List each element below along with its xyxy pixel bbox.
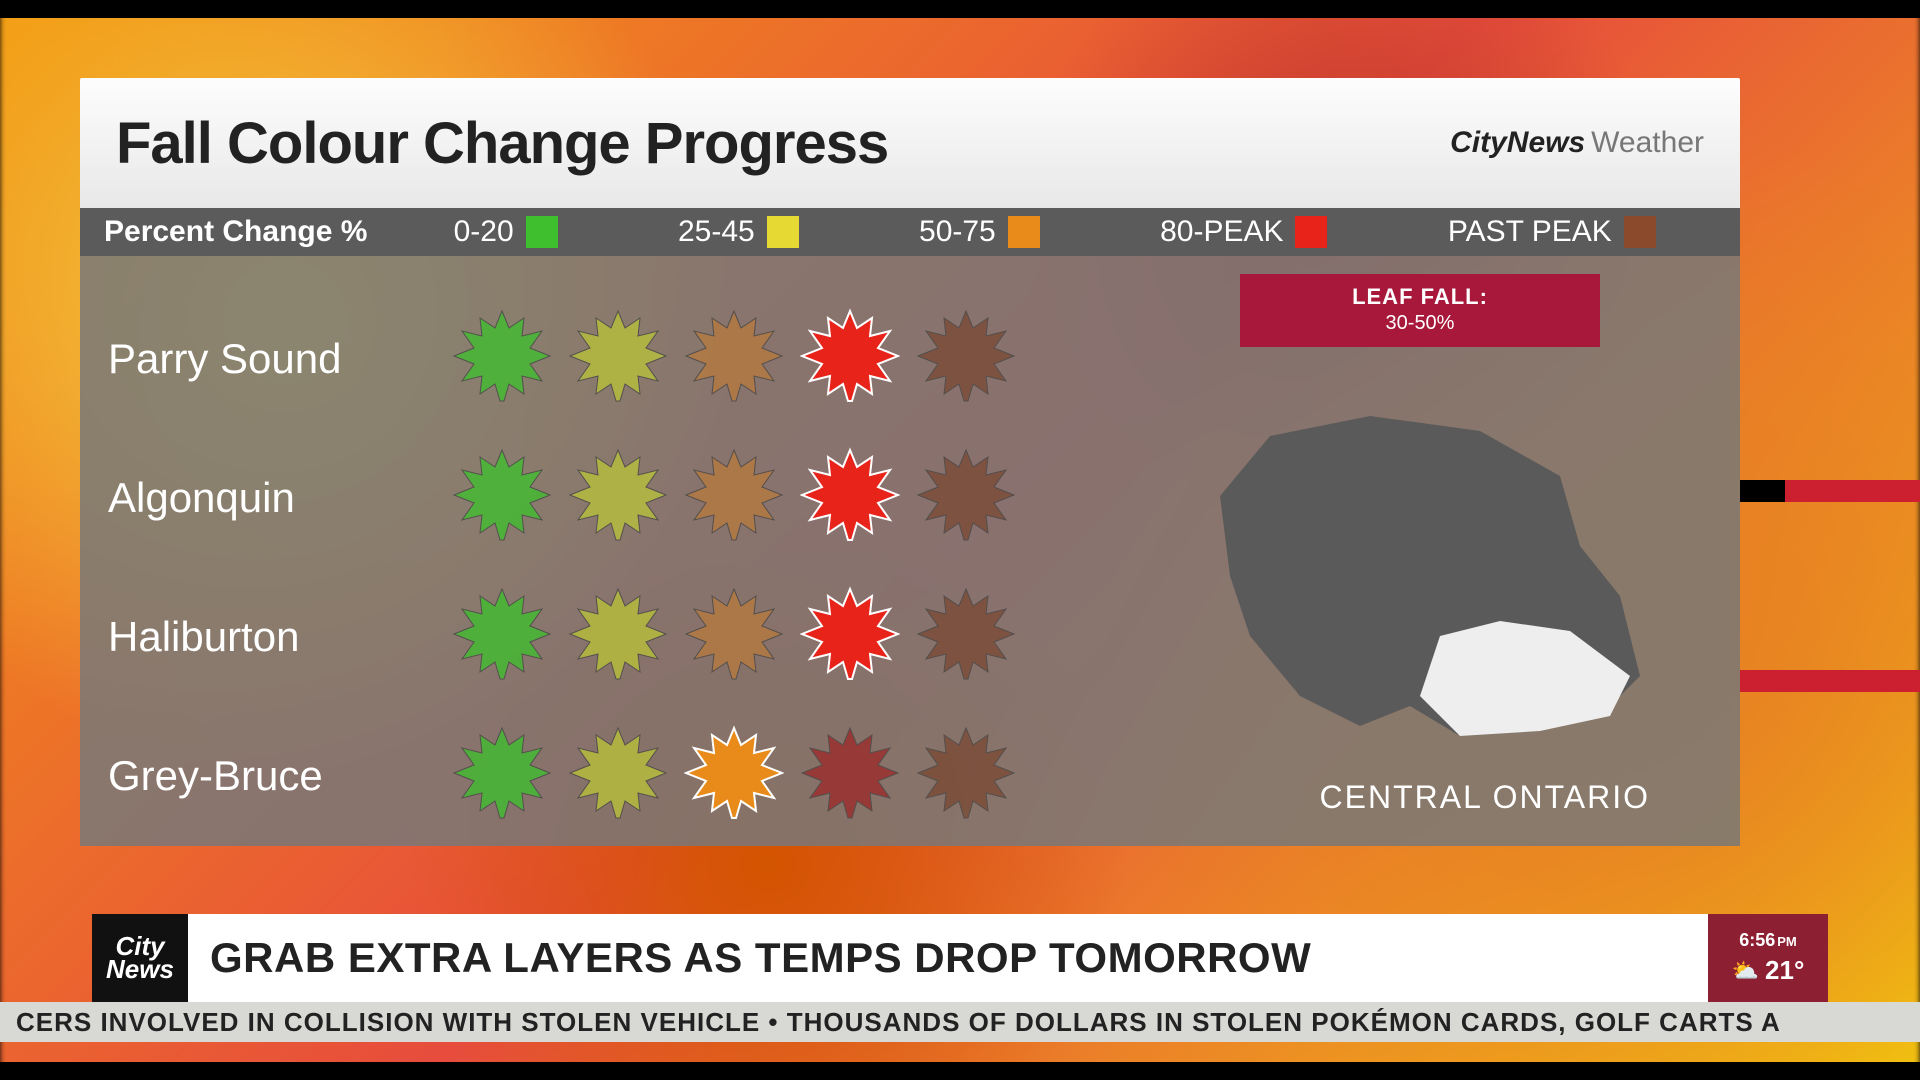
legend-range: 25-45 [678,215,755,249]
maple-leaf-icon [452,584,552,684]
lower-third: City News GRAB EXTRA LAYERS AS TEMPS DRO… [92,914,1828,1002]
leaf-stage-1 [568,306,668,411]
maple-leaf-icon [684,584,784,684]
legend-swatch [526,216,558,248]
panel-header: Fall Colour Change Progress CityNewsWeat… [80,78,1740,208]
time-ampm: PM [1777,934,1797,949]
maple-leaf-icon [568,445,668,545]
maple-leaf-icon [684,445,784,545]
legend-items: 0-20 25-45 50-75 80-PEAK PAST PEAK [393,215,1716,249]
leaf-stage-3 [800,584,900,689]
leaf-fall-badge: LEAF FALL: 30-50% [1240,274,1600,347]
legend-item-2: 50-75 [919,215,1040,249]
maple-leaf-icon [452,306,552,406]
maple-leaf-icon [568,306,668,406]
leaf-progress-icons [452,445,1016,550]
maple-leaf-icon [800,445,900,545]
leaf-stage-2 [684,723,784,828]
map-label: CENTRAL ONTARIO [1320,779,1650,816]
leaf-stage-0 [452,584,552,689]
region-name: Parry Sound [108,335,428,383]
leaf-fall-value: 30-50% [1240,312,1600,335]
leaf-stage-2 [684,306,784,411]
leaf-stage-0 [452,306,552,411]
side-accent-bar-1 [1740,480,1920,502]
letterbox-bottom [0,1062,1920,1080]
maple-leaf-icon [916,723,1016,823]
brand-light: Weather [1591,126,1704,159]
letterbox-top [0,0,1920,18]
brand-bold: CityNews [1450,126,1585,159]
maple-leaf-icon [800,306,900,406]
panel-body: LEAF FALL: 30-50% CENTRAL ONTARIO Parry … [80,256,1740,846]
maple-leaf-icon [800,584,900,684]
maple-leaf-icon [568,723,668,823]
legend-range: 80-PEAK [1160,215,1283,249]
ticker-text: CERS INVOLVED IN COLLISION WITH STOLEN V… [16,1007,1781,1038]
leaf-stage-3 [800,306,900,411]
region-name: Algonquin [108,474,428,522]
leaf-stage-4 [916,584,1016,689]
leaf-stage-4 [916,445,1016,550]
legend-swatch [1624,216,1656,248]
legend-label: Percent Change % [104,215,367,249]
leaf-stage-0 [452,723,552,828]
maple-leaf-icon [684,723,784,823]
maple-leaf-icon [684,306,784,406]
leaf-stage-3 [800,445,900,550]
leaf-progress-icons [452,723,1016,828]
legend-bar: Percent Change % 0-20 25-45 50-75 80-PEAK PA… [80,208,1740,256]
brand-logo: CityNewsWeather [1450,126,1704,160]
current-temp: ⛅ 21° [1732,955,1805,986]
weather-bug: 6:56PM ⛅ 21° [1708,914,1828,1002]
leaf-stage-4 [916,306,1016,411]
network-logo: City News [92,914,188,1002]
legend-item-4: PAST PEAK [1448,215,1656,249]
leaf-stage-1 [568,723,668,828]
leaf-stage-0 [452,445,552,550]
legend-swatch [1295,216,1327,248]
headline-text: GRAB EXTRA LAYERS AS TEMPS DROP TOMORROW [188,914,1708,1002]
region-name: Haliburton [108,613,428,661]
logo-line2: News [106,958,174,981]
leaf-progress-icons [452,584,1016,689]
legend-swatch [767,216,799,248]
leaf-stage-2 [684,584,784,689]
legend-item-3: 80-PEAK [1160,215,1327,249]
leaf-progress-icons [452,306,1016,411]
legend-range: PAST PEAK [1448,215,1612,249]
maple-leaf-icon [568,584,668,684]
maple-leaf-icon [452,445,552,545]
region-name: Grey-Bruce [108,752,428,800]
news-ticker: CERS INVOLVED IN COLLISION WITH STOLEN V… [0,1002,1920,1042]
maple-leaf-icon [452,723,552,823]
legend-range: 50-75 [919,215,996,249]
leaf-stage-1 [568,584,668,689]
maple-leaf-icon [916,306,1016,406]
legend-swatch [1008,216,1040,248]
panel-title: Fall Colour Change Progress [116,110,888,177]
temp-value: 21° [1765,955,1804,986]
leaf-stage-1 [568,445,668,550]
legend-item-1: 25-45 [678,215,799,249]
leaf-fall-title: LEAF FALL: [1240,284,1600,310]
leaf-stage-2 [684,445,784,550]
side-accent-bar-2 [1740,670,1920,692]
leaf-stage-4 [916,723,1016,828]
maple-leaf-icon [916,445,1016,545]
maple-leaf-icon [800,723,900,823]
weather-icon: ⛅ [1732,958,1759,984]
legend-range: 0-20 [454,215,514,249]
maple-leaf-icon [916,584,1016,684]
ontario-map [1160,376,1680,756]
weather-panel: Fall Colour Change Progress CityNewsWeat… [80,78,1740,858]
clock: 6:56PM [1739,930,1797,951]
leaf-stage-3 [800,723,900,828]
time-value: 6:56 [1739,930,1775,950]
legend-item-0: 0-20 [454,215,558,249]
